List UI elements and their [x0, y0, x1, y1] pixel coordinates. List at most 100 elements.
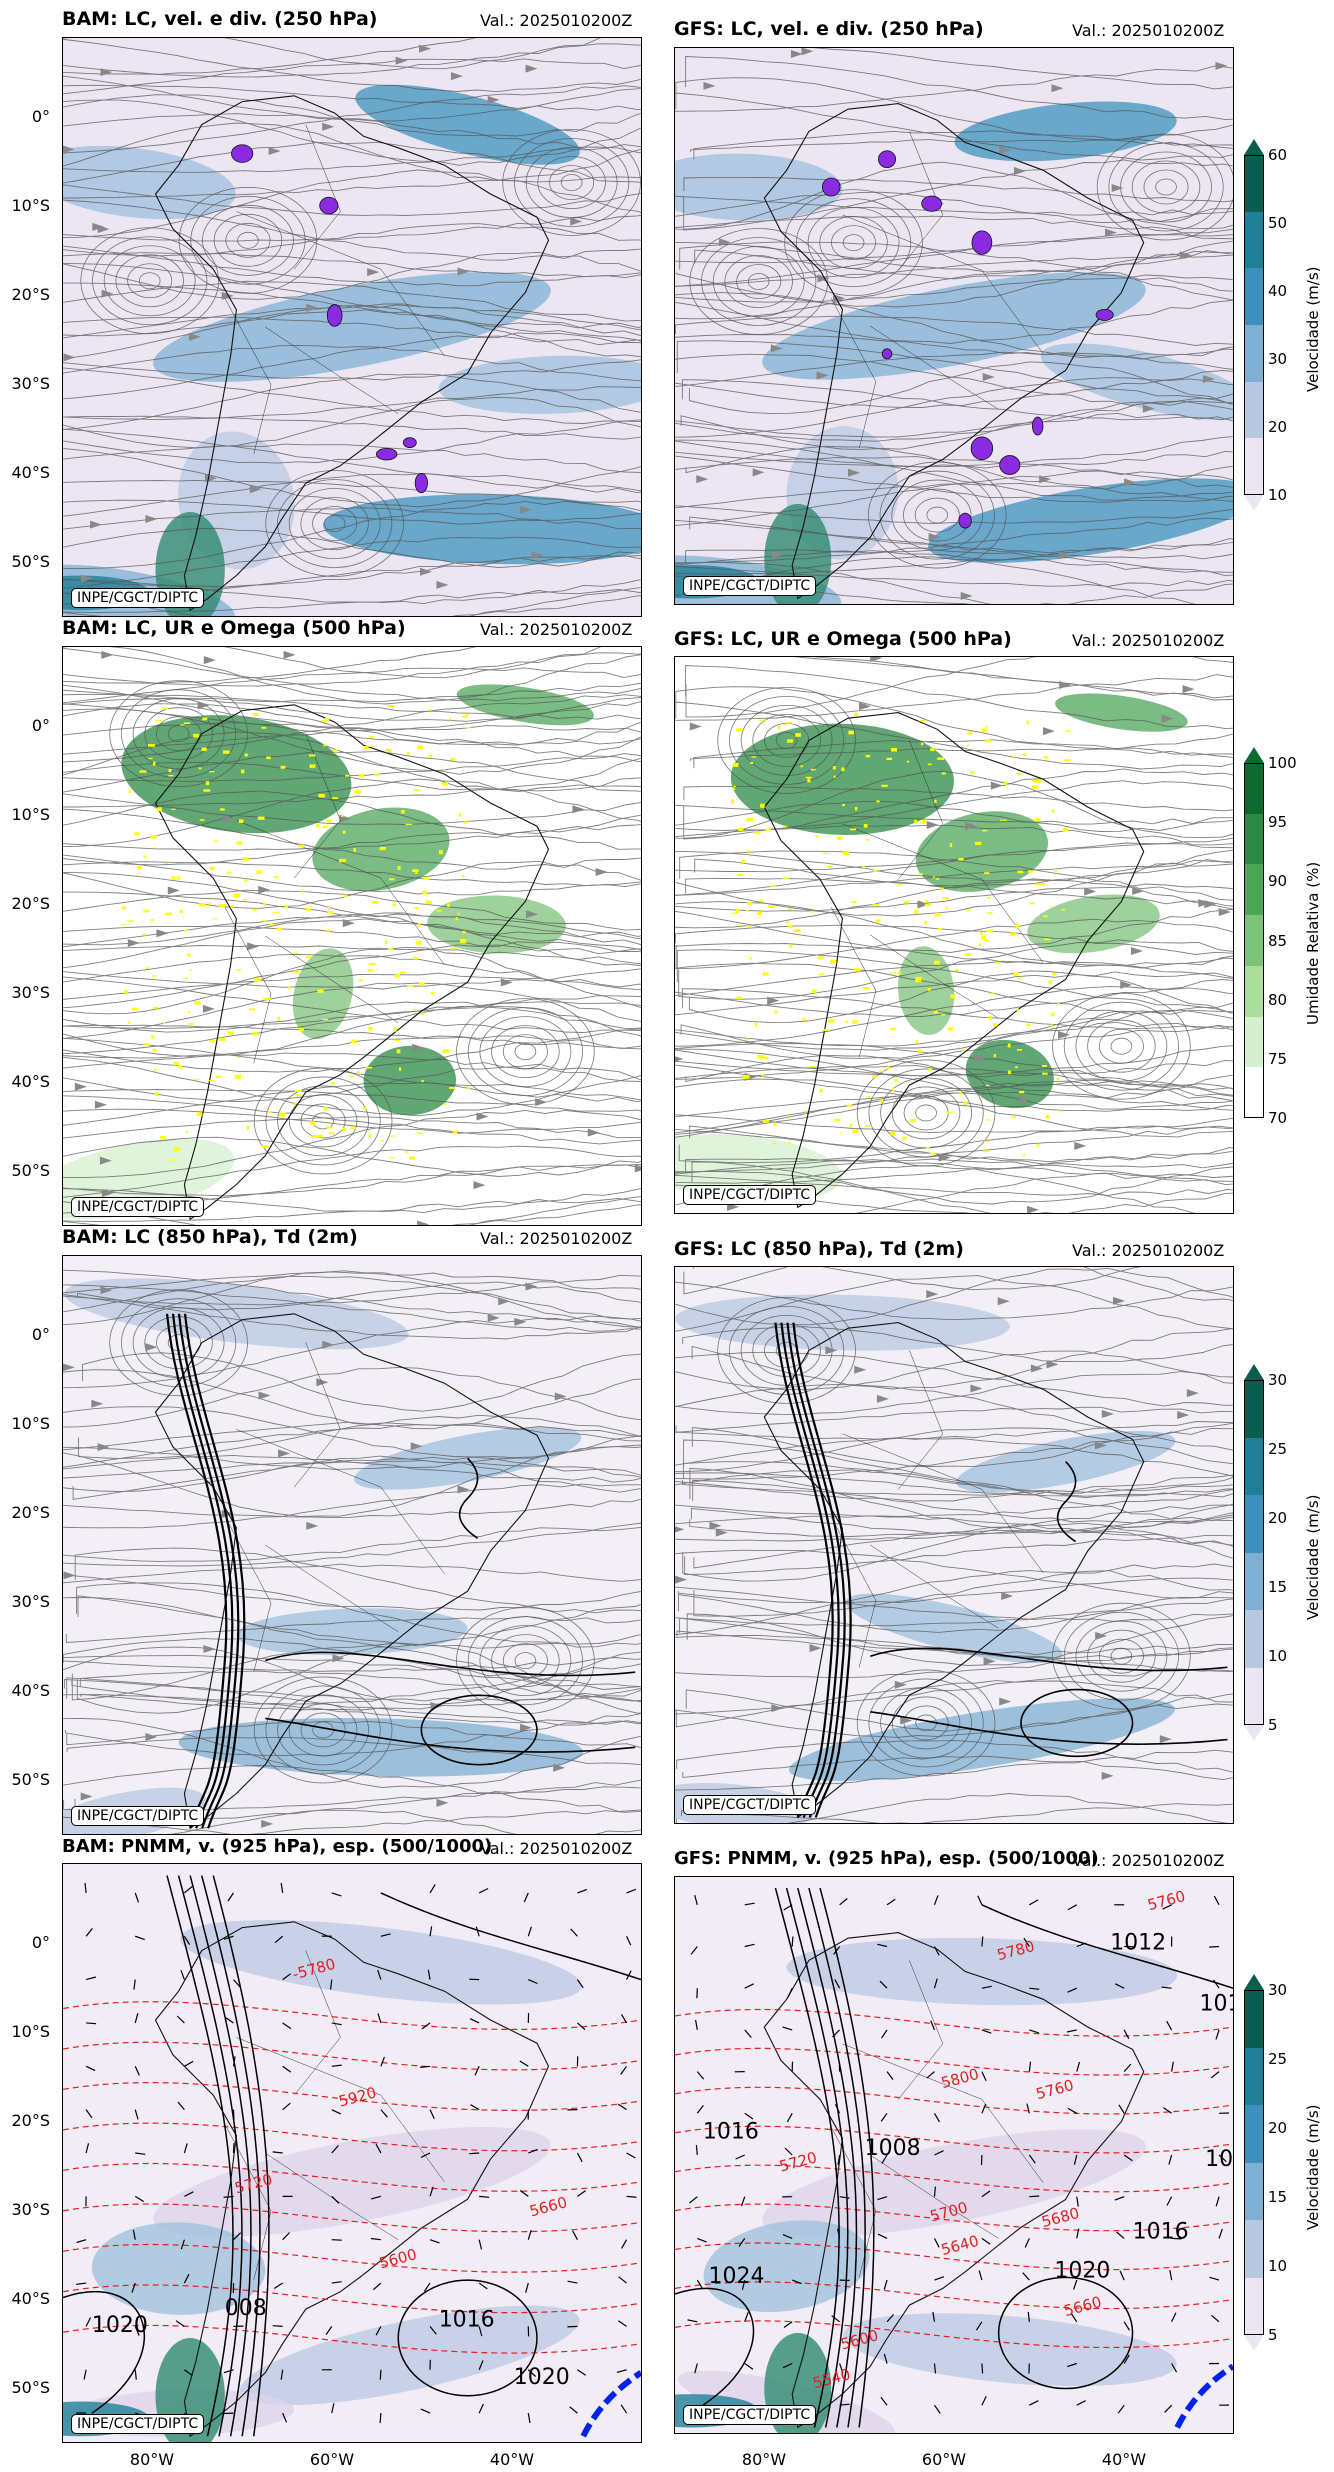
colorbar-segment [1244, 1016, 1264, 1068]
colorbar-segment [1244, 1067, 1264, 1118]
colorbar-segment [1244, 2162, 1264, 2220]
colorbar-segment [1244, 2105, 1264, 2163]
map-gfs-500[interactable]: INPE/CGCT/DIPTC [674, 656, 1234, 1214]
colorbar-segment [1244, 438, 1264, 495]
colorbar-segment [1244, 1667, 1264, 1725]
contour-label: 1020 [514, 2365, 570, 2390]
panel-title: GFS: LC, vel. e div. (250 hPa) [674, 18, 984, 40]
colorbar-label: Velocidade (m/s) [1304, 266, 1322, 393]
map-bam-250[interactable]: INPE/CGCT/DIPTC [62, 37, 642, 617]
colorbar-segment [1244, 268, 1264, 325]
valid-time: Val.: 2025010200Z [1072, 21, 1225, 40]
colorbar-tick: 20 [1268, 1509, 1288, 1527]
map-bam-pnmm[interactable]: -5780 5720 1020 1016 1020 008 5920 5660 5600 INPE… [62, 1863, 642, 2443]
latitude-label: 10°S [11, 196, 50, 215]
latitude-label: 20°S [11, 894, 50, 913]
colorbar-segment [1244, 1990, 1264, 2048]
valid-time: Val.: 2025010200Z [480, 11, 633, 30]
colorbar-extend [1244, 139, 1264, 155]
colorbar-segment [1244, 1437, 1264, 1495]
colorbar-segment [1244, 155, 1264, 212]
valid-time: Val.: 2025010200Z [1072, 1241, 1225, 1260]
colorbar-extend [1244, 495, 1264, 511]
latitude-label: 30°S [11, 2200, 50, 2219]
colorbar-tick: 100 [1268, 754, 1297, 772]
map-bam-500[interactable]: INPE/CGCT/DIPTC [62, 646, 642, 1226]
latitude-label: 30°S [11, 1592, 50, 1611]
colorbar-tick: 25 [1268, 2050, 1288, 2068]
colorbar-tick: 60 [1268, 146, 1288, 164]
colorbar-tick: 30 [1268, 1981, 1288, 1999]
colorbar-extend [1244, 1974, 1264, 1990]
panel-title: GFS: PNMM, v. (925 hPa), esp. (500/1000) [674, 1848, 1099, 1869]
credit-label: INPE/CGCT/DIPTC [683, 576, 817, 596]
colorbar-tick: 20 [1268, 418, 1288, 436]
colorbar: 60 50 40 30 20 10 [1244, 139, 1287, 511]
colorbar-tick: 70 [1268, 1109, 1288, 1127]
credit-label: INPE/CGCT/DIPTC [683, 2405, 817, 2425]
contour-label: 1020 [1054, 2258, 1110, 2283]
colorbar-segment [1244, 2220, 1264, 2278]
colorbar-segment [1244, 2277, 1264, 2335]
latitude-label: 10°S [11, 805, 50, 824]
map-gfs-850[interactable]: INPE/CGCT/DIPTC [674, 1266, 1234, 1824]
latitude-label: 0° [31, 716, 50, 735]
credit-label: INPE/CGCT/DIPTC [683, 1795, 817, 1815]
latitude-label: 10°S [11, 2022, 50, 2041]
latitude-label: 40°S [11, 1072, 50, 1091]
map-gfs-250[interactable]: INPE/CGCT/DIPTC [674, 47, 1234, 605]
credit-label: INPE/CGCT/DIPTC [683, 1185, 817, 1205]
credit-label: INPE/CGCT/DIPTC [71, 1197, 205, 1217]
latitude-label: 40°S [11, 463, 50, 482]
contour-label: 1012 [1200, 1991, 1234, 2016]
latitude-label: 20°S [11, 1503, 50, 1522]
colorbar-segment [1244, 1610, 1264, 1668]
colorbar-tick: 10 [1268, 2257, 1288, 2275]
latitude-label: 50°S [11, 552, 50, 571]
colorbar-tick: 95 [1268, 813, 1288, 832]
colorbar-tick: 80 [1268, 990, 1288, 1009]
colorbar-tick: 15 [1268, 1578, 1288, 1596]
latitude-label: 10°S [11, 1414, 50, 1433]
latitude-label: 20°S [11, 285, 50, 304]
colorbar-tick: 85 [1268, 931, 1288, 950]
contour-label: 1016 [439, 2307, 495, 2332]
colorbar-tick: 50 [1268, 214, 1288, 232]
colorbar-segment [1244, 763, 1264, 814]
contour-label: 1020 [92, 2313, 148, 2338]
colorbar-tick: 15 [1268, 2188, 1288, 2206]
latitude-label: 30°S [11, 983, 50, 1002]
colorbar-segment [1244, 211, 1264, 269]
longitude-label: 80°W [741, 2450, 787, 2469]
colorbar-tick: 20 [1268, 2119, 1288, 2137]
valid-time: Val.: 2025010200Z [480, 620, 633, 639]
latitude-label: 40°S [11, 2289, 50, 2308]
map-bam-850[interactable]: INPE/CGCT/DIPTC [62, 1255, 642, 1835]
contour-label: 1008 [865, 2136, 921, 2161]
panel-title: GFS: LC, UR e Omega (500 hPa) [674, 628, 1012, 650]
colorbar-segment [1244, 325, 1264, 382]
latitude-label: 20°S [11, 2111, 50, 2130]
colorbar-tick: 5 [1268, 1716, 1278, 1734]
colorbar-segment [1244, 915, 1264, 966]
panel-title: BAM: LC, UR e Omega (500 hPa) [62, 617, 406, 639]
contour-label: 1016 [1205, 2147, 1233, 2172]
colorbar-extend [1244, 747, 1264, 763]
colorbar-tick: 75 [1268, 1049, 1288, 1068]
colorbar-tick: 25 [1268, 1440, 1288, 1458]
colorbar-tick: 40 [1268, 282, 1288, 300]
colorbar-tick: 5 [1268, 2326, 1278, 2344]
colorbar-tick: 90 [1268, 872, 1288, 891]
colorbar-extend [1244, 1118, 1264, 1134]
colorbar-tick: 10 [1268, 486, 1288, 504]
latitude-label: 0° [31, 107, 50, 126]
panel-title: GFS: LC (850 hPa), Td (2m) [674, 1238, 964, 1260]
colorbar-extend [1244, 1364, 1264, 1380]
colorbar-segment [1244, 1495, 1264, 1553]
contour-label: 1016 [703, 2119, 759, 2144]
credit-label: INPE/CGCT/DIPTC [71, 588, 205, 608]
colorbar-extend [1244, 1725, 1264, 1741]
longitude-label: 60°W [921, 2450, 967, 2469]
map-gfs-pnmm[interactable]: 5760578010121012580057601016101657201008… [674, 1876, 1234, 2434]
colorbar-segment [1244, 2047, 1264, 2105]
